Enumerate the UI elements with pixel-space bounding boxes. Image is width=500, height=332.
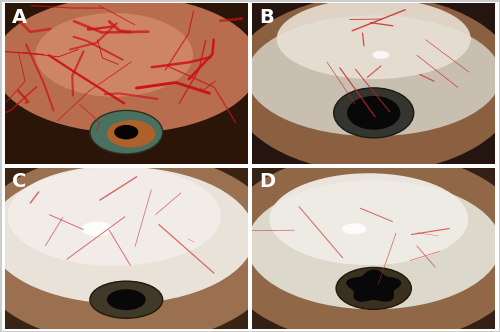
Ellipse shape — [0, 0, 260, 133]
Ellipse shape — [334, 88, 413, 138]
Ellipse shape — [107, 289, 146, 310]
Ellipse shape — [0, 151, 284, 332]
Ellipse shape — [228, 0, 500, 172]
Ellipse shape — [270, 173, 468, 265]
Polygon shape — [252, 3, 495, 164]
Text: C: C — [12, 172, 26, 192]
Ellipse shape — [342, 223, 366, 234]
Text: B: B — [260, 8, 274, 27]
Ellipse shape — [36, 13, 193, 97]
Ellipse shape — [246, 181, 500, 309]
Ellipse shape — [372, 51, 390, 59]
Ellipse shape — [107, 120, 156, 147]
Polygon shape — [5, 168, 248, 329]
Ellipse shape — [216, 151, 500, 332]
Ellipse shape — [82, 221, 113, 236]
Ellipse shape — [347, 96, 401, 130]
Ellipse shape — [90, 281, 162, 318]
Text: A: A — [12, 8, 28, 27]
Polygon shape — [5, 3, 248, 164]
Ellipse shape — [8, 166, 221, 266]
Ellipse shape — [90, 111, 162, 154]
Ellipse shape — [336, 268, 411, 309]
Ellipse shape — [0, 167, 255, 304]
Ellipse shape — [246, 15, 500, 136]
Polygon shape — [252, 168, 495, 329]
Ellipse shape — [114, 125, 138, 139]
Text: D: D — [260, 172, 276, 192]
Polygon shape — [347, 270, 401, 301]
Ellipse shape — [276, 0, 470, 79]
